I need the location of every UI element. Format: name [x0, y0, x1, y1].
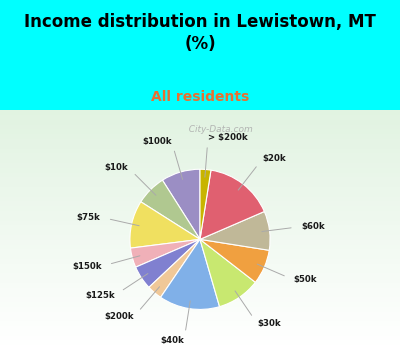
Text: $150k: $150k	[72, 262, 102, 271]
Bar	[0, 125, 400, 130]
Bar	[0, 278, 400, 283]
Bar	[0, 110, 400, 115]
Bar	[0, 130, 400, 134]
Text: $200k: $200k	[104, 313, 134, 321]
Text: > $200k: > $200k	[208, 133, 248, 142]
Bar	[0, 134, 400, 139]
Bar	[0, 312, 400, 316]
Bar	[0, 307, 400, 312]
Wedge shape	[162, 169, 200, 239]
Bar	[0, 273, 400, 278]
Bar	[0, 163, 400, 168]
Wedge shape	[200, 239, 269, 282]
Bar	[0, 321, 400, 326]
Bar	[0, 139, 400, 144]
Text: City-Data.com: City-Data.com	[184, 125, 253, 134]
Bar	[0, 235, 400, 240]
Bar	[0, 331, 400, 336]
Text: $125k: $125k	[85, 291, 115, 300]
Bar	[0, 211, 400, 216]
Bar	[0, 254, 400, 259]
Bar	[0, 264, 400, 268]
Bar	[0, 326, 400, 331]
Bar	[0, 182, 400, 187]
Bar	[0, 240, 400, 245]
Bar	[0, 345, 400, 350]
Bar	[0, 149, 400, 153]
Wedge shape	[130, 202, 200, 248]
Wedge shape	[200, 169, 211, 239]
Bar	[0, 115, 400, 120]
Bar	[0, 177, 400, 182]
Text: $30k: $30k	[257, 319, 281, 328]
Text: $100k: $100k	[142, 137, 172, 146]
Bar	[0, 225, 400, 230]
Bar	[0, 153, 400, 158]
Bar	[0, 245, 400, 249]
Wedge shape	[149, 239, 200, 297]
Wedge shape	[136, 239, 200, 287]
Text: $20k: $20k	[262, 154, 286, 163]
Wedge shape	[200, 170, 264, 239]
Bar	[0, 293, 400, 297]
Bar	[0, 201, 400, 206]
Text: $40k: $40k	[160, 336, 184, 345]
Bar	[0, 192, 400, 197]
Bar	[0, 259, 400, 264]
Bar	[0, 341, 400, 345]
Bar	[0, 288, 400, 293]
Bar	[0, 216, 400, 220]
Bar	[0, 120, 400, 125]
Bar	[0, 220, 400, 225]
Bar	[0, 336, 400, 341]
Bar	[0, 158, 400, 163]
Wedge shape	[141, 180, 200, 239]
Bar	[0, 187, 400, 192]
Bar	[0, 268, 400, 273]
Bar	[0, 230, 400, 235]
Bar	[0, 173, 400, 177]
Text: Income distribution in Lewistown, MT
(%): Income distribution in Lewistown, MT (%)	[24, 13, 376, 53]
Wedge shape	[130, 239, 200, 267]
Bar	[0, 283, 400, 288]
Bar	[0, 144, 400, 149]
Bar	[0, 302, 400, 307]
Bar	[0, 297, 400, 302]
Bar	[0, 206, 400, 211]
Bar	[0, 249, 400, 254]
Bar	[0, 197, 400, 201]
Text: All residents: All residents	[151, 90, 249, 104]
Bar	[0, 168, 400, 173]
Wedge shape	[200, 239, 255, 307]
Wedge shape	[161, 239, 220, 309]
Bar	[0, 316, 400, 321]
Text: $75k: $75k	[76, 212, 100, 222]
Text: $50k: $50k	[294, 275, 317, 284]
Text: $60k: $60k	[301, 222, 325, 231]
Text: $10k: $10k	[104, 163, 128, 172]
Wedge shape	[200, 211, 270, 250]
